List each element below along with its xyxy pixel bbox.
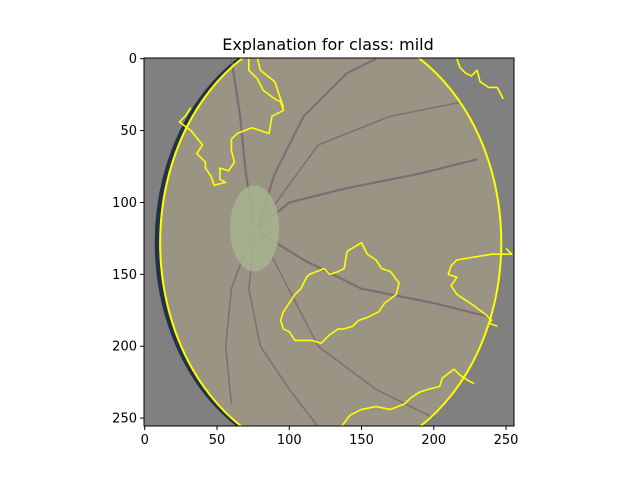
x-tick-label: 100 bbox=[277, 433, 302, 448]
vessel bbox=[256, 158, 478, 230]
axes-frame bbox=[143, 57, 515, 427]
retina-rim bbox=[159, 58, 503, 426]
y-tick-label: 50 bbox=[120, 124, 137, 139]
y-tick-label: 150 bbox=[112, 268, 137, 283]
segment-boundary bbox=[279, 241, 400, 345]
x-tick-label: 50 bbox=[209, 433, 226, 448]
y-tick-label: 100 bbox=[112, 196, 137, 211]
x-tick-label: 250 bbox=[494, 433, 519, 448]
chart-title: Explanation for class: mild bbox=[222, 35, 434, 54]
segment-boundary bbox=[456, 58, 504, 100]
segment-boundaries bbox=[178, 58, 513, 426]
vessel bbox=[256, 58, 377, 229]
x-tick-label: 200 bbox=[421, 433, 446, 448]
blood-vessels bbox=[224, 58, 492, 426]
x-tick-label: 0 bbox=[141, 433, 149, 448]
x-axis: 0 50 100 150 200 250 bbox=[141, 426, 519, 448]
vessel bbox=[256, 230, 492, 319]
y-tick-label: 0 bbox=[129, 52, 137, 67]
segment-boundary bbox=[178, 58, 285, 187]
x-tick-label: 150 bbox=[349, 433, 374, 448]
segment-boundary bbox=[447, 247, 513, 327]
y-tick-label: 250 bbox=[112, 412, 137, 427]
optic-disc bbox=[229, 185, 280, 272]
plot-area bbox=[144, 58, 514, 426]
y-axis: 0 50 100 150 200 250 bbox=[112, 52, 144, 427]
segment-boundary bbox=[256, 58, 285, 108]
y-tick-label: 200 bbox=[112, 340, 137, 355]
segment-boundary bbox=[340, 368, 475, 426]
vessel bbox=[256, 101, 463, 229]
